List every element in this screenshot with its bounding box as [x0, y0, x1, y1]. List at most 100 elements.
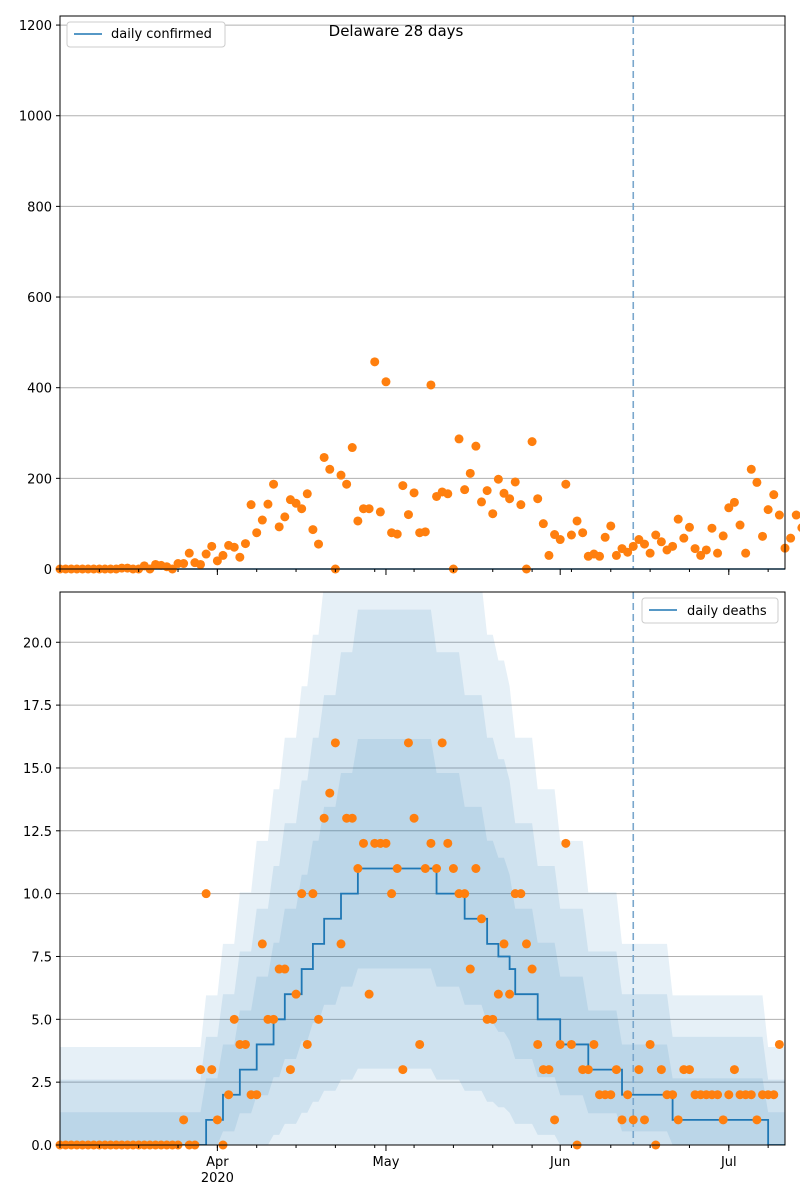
- confirmed-point: [308, 525, 318, 535]
- confirmed-point: [370, 357, 380, 367]
- deaths-point: [330, 738, 340, 748]
- legend: daily confirmed: [66, 21, 226, 48]
- confirmed-point: [252, 528, 262, 538]
- x-tick-sublabel: 2020: [201, 1171, 234, 1186]
- deaths-point: [544, 1065, 554, 1075]
- deaths-point: [398, 1065, 408, 1075]
- confirmed-point: [477, 497, 487, 507]
- confirmed-point: [184, 548, 194, 558]
- confirmed-point: [791, 510, 800, 520]
- deaths-point: [308, 889, 318, 899]
- confirmed-point: [527, 437, 537, 447]
- confirmed-point: [645, 548, 655, 558]
- deaths-point: [297, 889, 307, 899]
- deaths-point: [229, 1014, 239, 1024]
- confirmed-point: [229, 542, 239, 552]
- confirmed-point: [690, 544, 700, 554]
- confirmed-point: [443, 489, 453, 499]
- confirmed-point: [668, 541, 678, 551]
- deaths-point: [336, 939, 346, 949]
- deaths-point: [606, 1090, 616, 1100]
- deaths-point: [196, 1065, 206, 1075]
- deaths-point: [583, 1065, 593, 1075]
- x-tick-label: Apr: [206, 1155, 229, 1170]
- deaths-point: [409, 813, 419, 823]
- deaths-point: [656, 1065, 666, 1075]
- deaths-point: [291, 989, 301, 999]
- confirmed-point: [769, 490, 779, 500]
- chart-title: Delaware 28 days: [329, 22, 464, 40]
- deaths-point: [403, 738, 413, 748]
- confirmed-point: [516, 500, 526, 510]
- x-tick-label: Jul: [720, 1155, 737, 1170]
- confirmed-point: [465, 468, 475, 478]
- y-tick-label: 1000: [19, 110, 52, 125]
- confirmed-point: [482, 486, 492, 496]
- confirmed-point: [336, 470, 346, 480]
- deaths-point: [499, 939, 509, 949]
- confirmed-point: [752, 477, 762, 487]
- deaths-point: [639, 1115, 649, 1125]
- confirmed-point: [375, 507, 385, 517]
- deaths-point: [448, 864, 458, 873]
- deaths-point: [724, 1090, 734, 1100]
- deaths-point: [201, 889, 211, 899]
- deaths-point: [280, 964, 290, 974]
- deaths-point: [645, 1039, 655, 1049]
- confirmed-point: [679, 533, 689, 543]
- confirmed-point: [595, 551, 605, 561]
- y-tick-label: 7.5: [31, 950, 52, 965]
- confirmed-point: [420, 527, 430, 537]
- confirmed-point: [544, 550, 554, 560]
- deaths-point: [252, 1090, 262, 1100]
- confirmed-point: [364, 504, 374, 514]
- confirmed-point: [218, 550, 228, 560]
- deaths-point: [505, 989, 515, 999]
- deaths-point: [381, 838, 391, 848]
- confirmed-point: [561, 479, 571, 489]
- confirmed-point: [196, 559, 206, 569]
- deaths-point: [589, 1039, 599, 1049]
- confirmed-point: [611, 550, 621, 560]
- confirmed-point: [555, 535, 565, 545]
- deaths-point: [302, 1039, 312, 1049]
- deaths-point: [477, 914, 487, 924]
- confirmed-point: [639, 539, 649, 549]
- confirmed-point: [403, 510, 413, 520]
- deaths-point: [769, 1090, 779, 1100]
- confirmed-point: [314, 539, 324, 549]
- deaths-point: [347, 813, 357, 823]
- confirmed-point: [347, 443, 357, 453]
- y-tick-label: 400: [27, 382, 52, 397]
- confirmed-point: [701, 545, 711, 555]
- deaths-point: [611, 1065, 621, 1075]
- confirmed-point: [240, 539, 250, 549]
- confirmed-point: [600, 532, 610, 542]
- deaths-point: [314, 1014, 324, 1024]
- y-tick-label: 600: [27, 291, 52, 306]
- deaths-point: [746, 1090, 756, 1100]
- deaths-point: [617, 1115, 627, 1125]
- confirmed-point: [291, 498, 301, 508]
- confirmed-point: [381, 377, 391, 387]
- confirmed-point: [656, 537, 666, 547]
- confirmed-point: [510, 477, 520, 487]
- confirmed-point: [724, 503, 734, 513]
- deaths-point: [257, 939, 267, 949]
- confirmed-point: [758, 531, 768, 541]
- deaths-point: [460, 889, 470, 899]
- deaths-point: [533, 1039, 543, 1049]
- y-tick-label: 2.5: [31, 1076, 52, 1091]
- confirmed-point: [235, 552, 245, 562]
- confirmed-point: [797, 523, 800, 532]
- y-tick-label: 10.0: [23, 888, 52, 903]
- legend-label: daily deaths: [687, 604, 767, 619]
- confirmed-point: [325, 464, 335, 474]
- confirmed-point: [179, 559, 189, 569]
- confirmed-point: [471, 441, 481, 451]
- y-tick-label: 800: [27, 200, 52, 215]
- confirmed-point: [263, 499, 273, 509]
- confirmed-point: [454, 434, 464, 444]
